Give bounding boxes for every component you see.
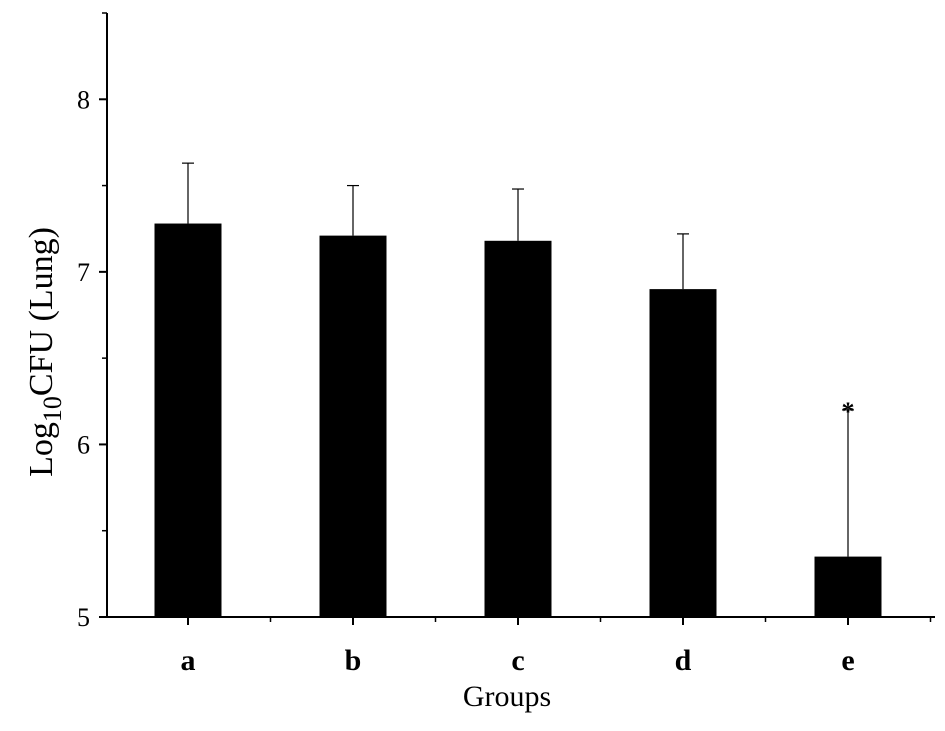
error-bars [182, 162, 854, 557]
bar-e [814, 556, 882, 617]
bar-d [649, 289, 717, 617]
bar-c [484, 240, 552, 617]
y-tick-label: 8 [77, 85, 90, 114]
axes [99, 12, 935, 625]
bar-b [319, 235, 387, 618]
x-tick-label-a: a [181, 644, 196, 677]
bars [154, 223, 882, 618]
y-axis-label-subscript: 10 [38, 396, 67, 422]
bar-a [154, 223, 222, 617]
y-tick-label: 6 [77, 430, 90, 459]
x-axis-label: Groups [463, 680, 551, 713]
x-tick-label-e: e [841, 644, 854, 677]
x-tick-label-b: b [345, 644, 362, 677]
x-tick-label-c: c [511, 644, 524, 677]
x-tick-label-d: d [675, 644, 692, 677]
y-tick-label: 7 [77, 258, 90, 287]
labels: 5 6 7 8 a b c d e * Groups Log10CFU (Lung) [23, 85, 855, 713]
y-tick-label: 5 [77, 603, 90, 632]
y-axis-label-prefix: Log [23, 422, 60, 477]
y-axis-label: Log10CFU (Lung) [23, 227, 67, 477]
y-axis-label-suffix: CFU (Lung) [23, 227, 60, 396]
significance-marker-e: * [842, 397, 855, 426]
